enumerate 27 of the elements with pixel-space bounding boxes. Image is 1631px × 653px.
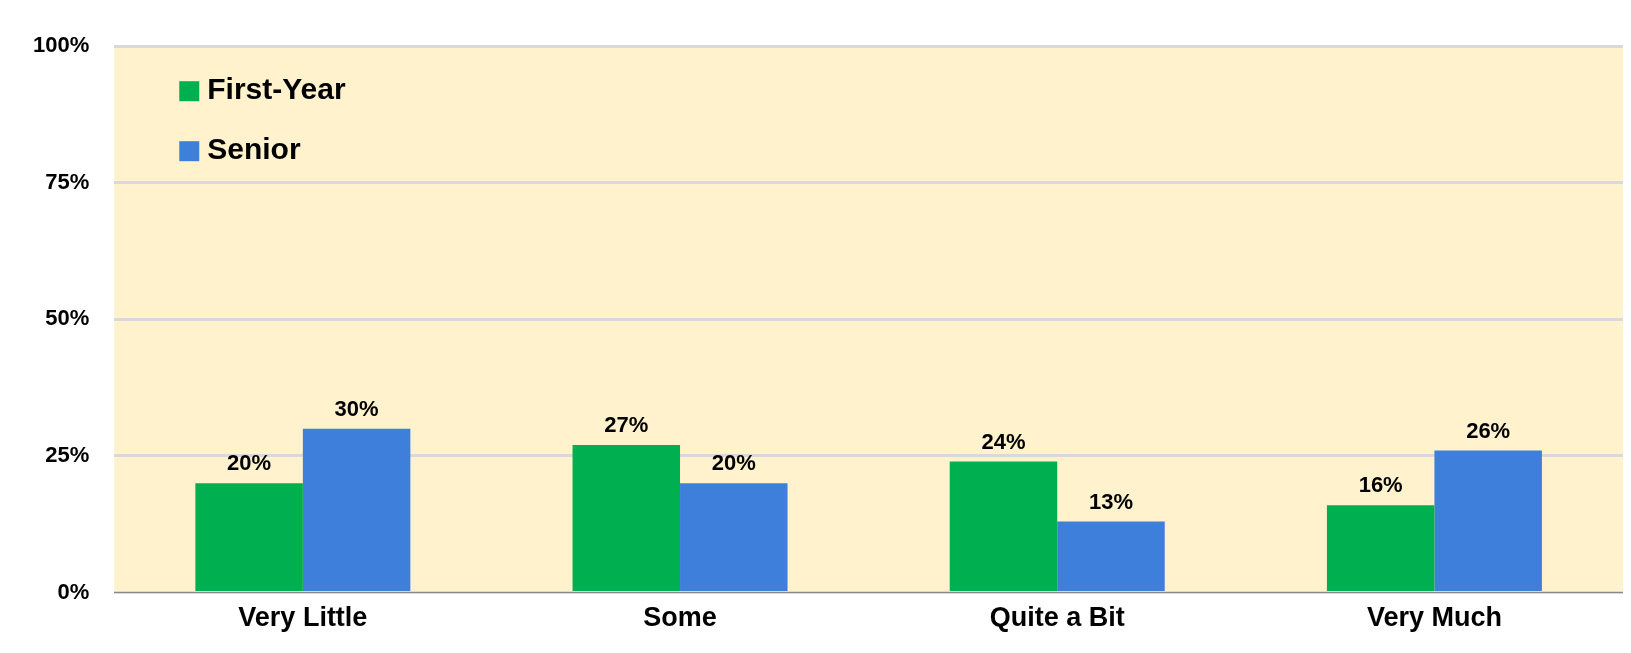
x-tick-label: Quite a Bit — [989, 602, 1125, 633]
bar — [1326, 505, 1435, 592]
bar — [949, 461, 1058, 592]
x-tick-label: Very Much — [1366, 602, 1502, 633]
bar — [1057, 521, 1165, 592]
data-label: 30% — [334, 395, 379, 421]
data-label: 13% — [1088, 488, 1133, 514]
x-tick-label: Some — [643, 602, 717, 633]
data-label: 20% — [227, 450, 272, 476]
y-tick-label: 50% — [45, 305, 90, 331]
y-tick-label: 75% — [45, 168, 90, 194]
bar — [1434, 450, 1542, 592]
bar — [680, 483, 788, 592]
data-label: 16% — [1358, 472, 1403, 498]
data-label: 24% — [981, 428, 1026, 454]
data-label: 26% — [1466, 417, 1511, 443]
y-tick-label: 0% — [57, 578, 90, 604]
y-tick-label: 100% — [32, 32, 90, 58]
legend-label: First-Year — [207, 72, 346, 106]
y-tick-label: 25% — [45, 442, 90, 468]
bar — [572, 445, 681, 592]
legend-label: Senior — [207, 132, 301, 166]
data-label: 27% — [604, 412, 649, 438]
x-tick-label: Very Little — [238, 602, 368, 633]
bar — [302, 428, 411, 592]
data-label: 20% — [711, 450, 756, 476]
bar — [195, 483, 303, 592]
